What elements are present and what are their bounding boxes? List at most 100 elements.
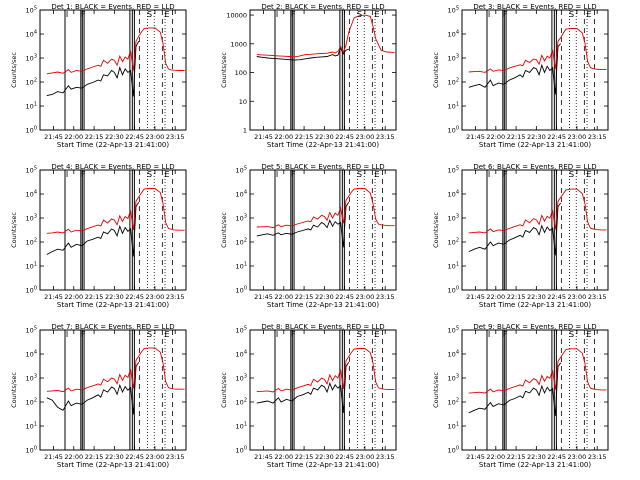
x-tick-label: 23:00 [356,453,375,461]
y-tick-exponent: 4 [456,30,459,36]
panel-title: Det 4: BLACK = Events, RED = LLD [51,163,174,171]
x-tick-label: 22:30 [527,133,546,141]
x-axis-label: Start Time (22-Apr-13 21:41:00) [57,141,169,149]
x-tick-label: 22:45 [547,293,566,301]
y-tick-exponent: 4 [244,190,247,196]
x-tick-label: 23:00 [568,453,587,461]
y-tick-label: 103 [448,214,459,223]
y-tick-label: 103 [236,374,247,383]
y-tick-exponent: 3 [34,214,37,220]
marker-letter: I [488,10,490,19]
marker-letter: S [357,170,362,179]
series-events-line [468,202,562,256]
x-axis-label: Start Time (22-Apr-13 21:41:00) [267,141,379,149]
plot-frame [461,169,609,291]
y-tick-label: 100 [26,286,37,295]
y-tick-exponent: 5 [456,166,459,172]
x-tick-label: 21:45 [254,133,273,141]
y-tick-label: 102 [236,398,247,407]
y-tick-exponent: 1 [244,422,247,428]
marker-letter: S [357,10,362,19]
plot-frame [461,9,609,131]
x-tick-label: 22:00 [486,453,505,461]
x-tick-label: 22:45 [335,133,354,141]
y-tick-exponent: 1 [34,262,37,268]
y-tick-label: 105 [26,326,37,335]
series-events-line [46,362,140,415]
x-tick-label: 23:15 [166,453,185,461]
plot-frame [39,169,187,291]
marker-letter: E [587,330,592,339]
x-tick-label: 22:00 [274,133,293,141]
x-tick-label: 23:00 [568,293,587,301]
y-tick-exponent: 0 [456,446,459,452]
series-lld-line [468,188,607,234]
y-tick-exponent: 5 [34,166,37,172]
y-tick-exponent: 5 [456,6,459,12]
y-tick-label: 101 [26,262,37,271]
x-axis-label: Start Time (22-Apr-13 21:41:00) [479,141,591,149]
panel-title: Det 3: BLACK = Events, RED = LLD [473,3,596,11]
x-tick-label: 22:15 [85,293,104,301]
y-tick-exponent: 0 [34,446,37,452]
series-lld-line [46,27,185,75]
y-tick-exponent: 4 [456,350,459,356]
y-tick-exponent: 3 [456,374,459,380]
y-tick-label: 104 [26,30,37,39]
y-tick-label: 101 [448,262,459,271]
y-tick-label: 103 [236,214,247,223]
x-tick-label: 23:15 [588,133,607,141]
panel-title: Det 6: BLACK = Events, RED = LLD [473,163,596,171]
marker-letter: I [66,330,68,339]
marker-letter: E [375,330,380,339]
x-tick-label: 23:15 [166,293,185,301]
x-tick-label: 22:30 [315,133,334,141]
y-axis-label: Counts/sec [220,372,228,408]
series-events-line [46,40,140,97]
x-tick-label: 22:45 [335,453,354,461]
marker-letter: S [147,10,152,19]
marker-letter: F [81,10,86,19]
y-tick-label: 105 [448,326,459,335]
x-tick-label: 22:30 [105,453,124,461]
marker-letter: S [147,330,152,339]
marker-letter: E [587,10,592,19]
plot-frame [39,9,187,131]
y-tick-exponent: 1 [456,102,459,108]
y-tick-exponent: 3 [456,214,459,220]
y-tick-label: 101 [26,102,37,111]
marker-letter: I [66,170,68,179]
y-tick-label: 105 [26,166,37,175]
y-tick-label: 101 [448,422,459,431]
x-tick-label: 22:45 [547,133,566,141]
marker-letter: F [503,170,508,179]
y-tick-exponent: 3 [34,54,37,60]
y-tick-label: 10 [239,98,247,106]
y-tick-exponent: 2 [456,238,459,244]
series-lld-line [46,188,185,234]
series-lld-line [468,348,607,394]
marker-letter: I [488,330,490,339]
panel-title: Det 8: BLACK = Events, RED = LLD [261,323,384,331]
y-tick-label: 102 [26,78,37,87]
x-tick-label: 22:45 [125,453,144,461]
x-tick-label: 22:30 [315,453,334,461]
y-tick-label: 102 [448,238,459,247]
x-tick-label: 22:45 [547,453,566,461]
x-tick-label: 23:15 [166,133,185,141]
y-tick-exponent: 0 [34,286,37,292]
marker-letter: S [569,170,574,179]
panel-title: Det 2: BLACK = Events, RED = LLD [261,3,384,11]
y-tick-label: 102 [26,398,37,407]
x-axis-label: Start Time (22-Apr-13 21:41:00) [57,301,169,309]
y-tick-label: 103 [26,54,37,63]
y-tick-label: 1 [243,127,247,135]
x-tick-label: 22:30 [105,133,124,141]
x-tick-label: 22:45 [335,293,354,301]
